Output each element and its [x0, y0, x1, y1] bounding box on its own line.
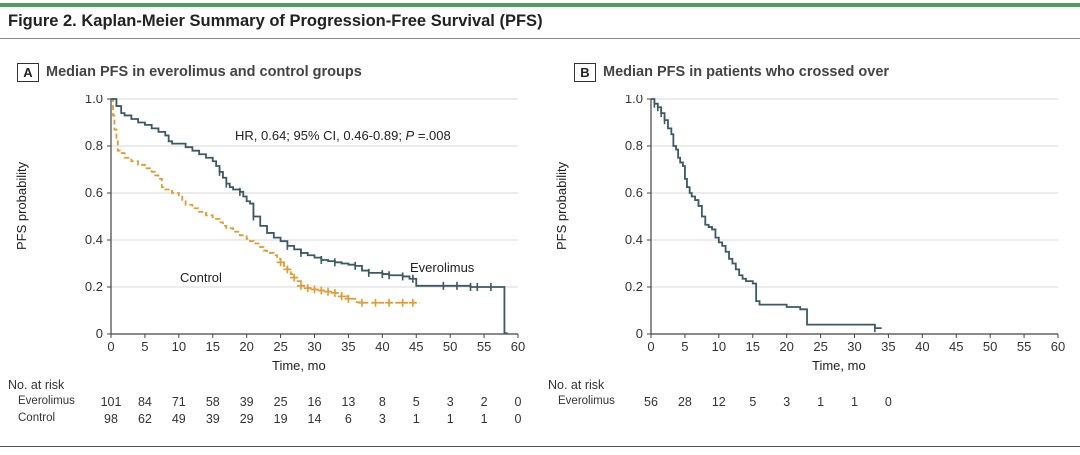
- svg-text:0.6: 0.6: [85, 185, 103, 200]
- svg-text:15: 15: [746, 339, 760, 354]
- svg-text:40: 40: [375, 339, 389, 354]
- svg-text:50: 50: [983, 339, 997, 354]
- svg-text:60: 60: [511, 339, 525, 354]
- svg-text:15: 15: [206, 339, 220, 354]
- svg-text:0: 0: [647, 339, 654, 354]
- svg-text:0.6: 0.6: [625, 185, 643, 200]
- svg-text:45: 45: [409, 339, 423, 354]
- svg-text:25: 25: [813, 339, 827, 354]
- svg-text:45: 45: [949, 339, 963, 354]
- svg-text:20: 20: [239, 339, 253, 354]
- svg-text:30: 30: [307, 339, 321, 354]
- svg-text:0.2: 0.2: [85, 279, 103, 294]
- svg-text:0: 0: [96, 326, 103, 341]
- svg-text:20: 20: [779, 339, 793, 354]
- svg-text:5: 5: [681, 339, 688, 354]
- svg-text:1.0: 1.0: [625, 95, 643, 106]
- svg-text:0: 0: [636, 326, 643, 341]
- svg-text:1.0: 1.0: [85, 95, 103, 106]
- svg-text:25: 25: [273, 339, 287, 354]
- svg-text:35: 35: [881, 339, 895, 354]
- svg-text:5: 5: [141, 339, 148, 354]
- svg-text:0.2: 0.2: [625, 279, 643, 294]
- svg-text:30: 30: [847, 339, 861, 354]
- svg-text:10: 10: [712, 339, 726, 354]
- svg-text:0.4: 0.4: [625, 232, 643, 247]
- svg-text:0.4: 0.4: [85, 232, 103, 247]
- svg-text:60: 60: [1051, 339, 1065, 354]
- svg-text:55: 55: [1017, 339, 1031, 354]
- svg-text:35: 35: [341, 339, 355, 354]
- svg-text:40: 40: [915, 339, 929, 354]
- svg-text:10: 10: [172, 339, 186, 354]
- svg-text:55: 55: [477, 339, 491, 354]
- svg-text:0: 0: [107, 339, 114, 354]
- svg-text:0.8: 0.8: [625, 138, 643, 153]
- svg-text:50: 50: [443, 339, 457, 354]
- svg-text:0.8: 0.8: [85, 138, 103, 153]
